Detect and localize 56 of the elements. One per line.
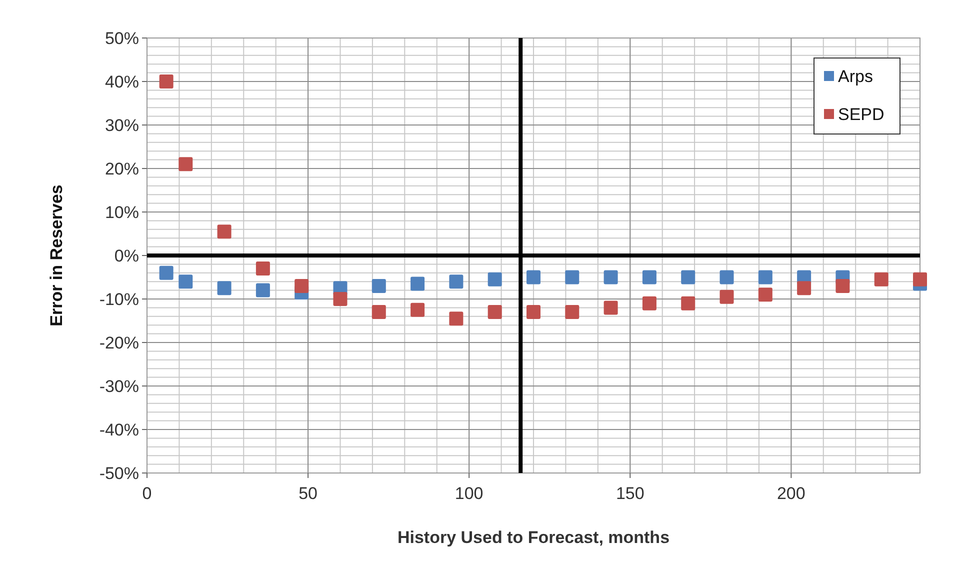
point [913, 272, 927, 286]
y-tick-label: -40% [99, 420, 139, 440]
x-tick-label: 0 [142, 484, 152, 503]
point [372, 305, 386, 320]
y-tick-label: 20% [104, 159, 139, 178]
point [720, 270, 734, 284]
point [565, 305, 580, 320]
point [217, 281, 232, 296]
y-tick-label: -30% [99, 376, 139, 396]
point [758, 270, 772, 284]
point [526, 270, 540, 284]
point [256, 283, 270, 298]
legend-label: SEPD [838, 104, 884, 124]
x-tick-label: 100 [454, 484, 484, 503]
point [294, 278, 309, 293]
point [642, 270, 656, 284]
point [372, 278, 386, 293]
x-tick-label: 150 [616, 484, 644, 503]
y-tick-label: -50% [99, 464, 139, 483]
y-tick-label: 40% [104, 72, 139, 92]
legend-label: Arps [838, 66, 873, 86]
y-tick-label: 30% [104, 116, 139, 135]
x-axis-title: History Used to Forecast, months [397, 528, 670, 547]
point [642, 296, 656, 310]
point [159, 266, 174, 280]
point [333, 292, 348, 306]
point [410, 302, 425, 317]
x-tick-label: 50 [298, 484, 318, 503]
point [410, 276, 425, 291]
point [874, 272, 888, 286]
point [758, 288, 772, 302]
point [488, 305, 502, 320]
y-tick-label: -20% [99, 333, 139, 352]
point [836, 278, 850, 293]
point [449, 312, 464, 326]
y-tick-label: -10% [99, 290, 139, 309]
point [681, 296, 696, 310]
y-axis-title: Error in Reserves [47, 184, 66, 326]
point [159, 74, 174, 88]
point [217, 224, 232, 239]
point [565, 270, 580, 284]
point [488, 272, 502, 286]
point [449, 274, 464, 289]
y-tick-label: 10% [104, 202, 139, 222]
point [604, 270, 618, 284]
y-tick-label: 0% [114, 246, 139, 266]
point [681, 270, 696, 284]
point [604, 300, 618, 315]
point [720, 290, 734, 304]
point [797, 281, 812, 296]
y-tick-label: 50% [104, 28, 139, 48]
point [178, 274, 193, 289]
point [526, 305, 540, 320]
point [178, 157, 193, 172]
point [256, 262, 270, 276]
x-tick-label: 200 [776, 484, 806, 503]
